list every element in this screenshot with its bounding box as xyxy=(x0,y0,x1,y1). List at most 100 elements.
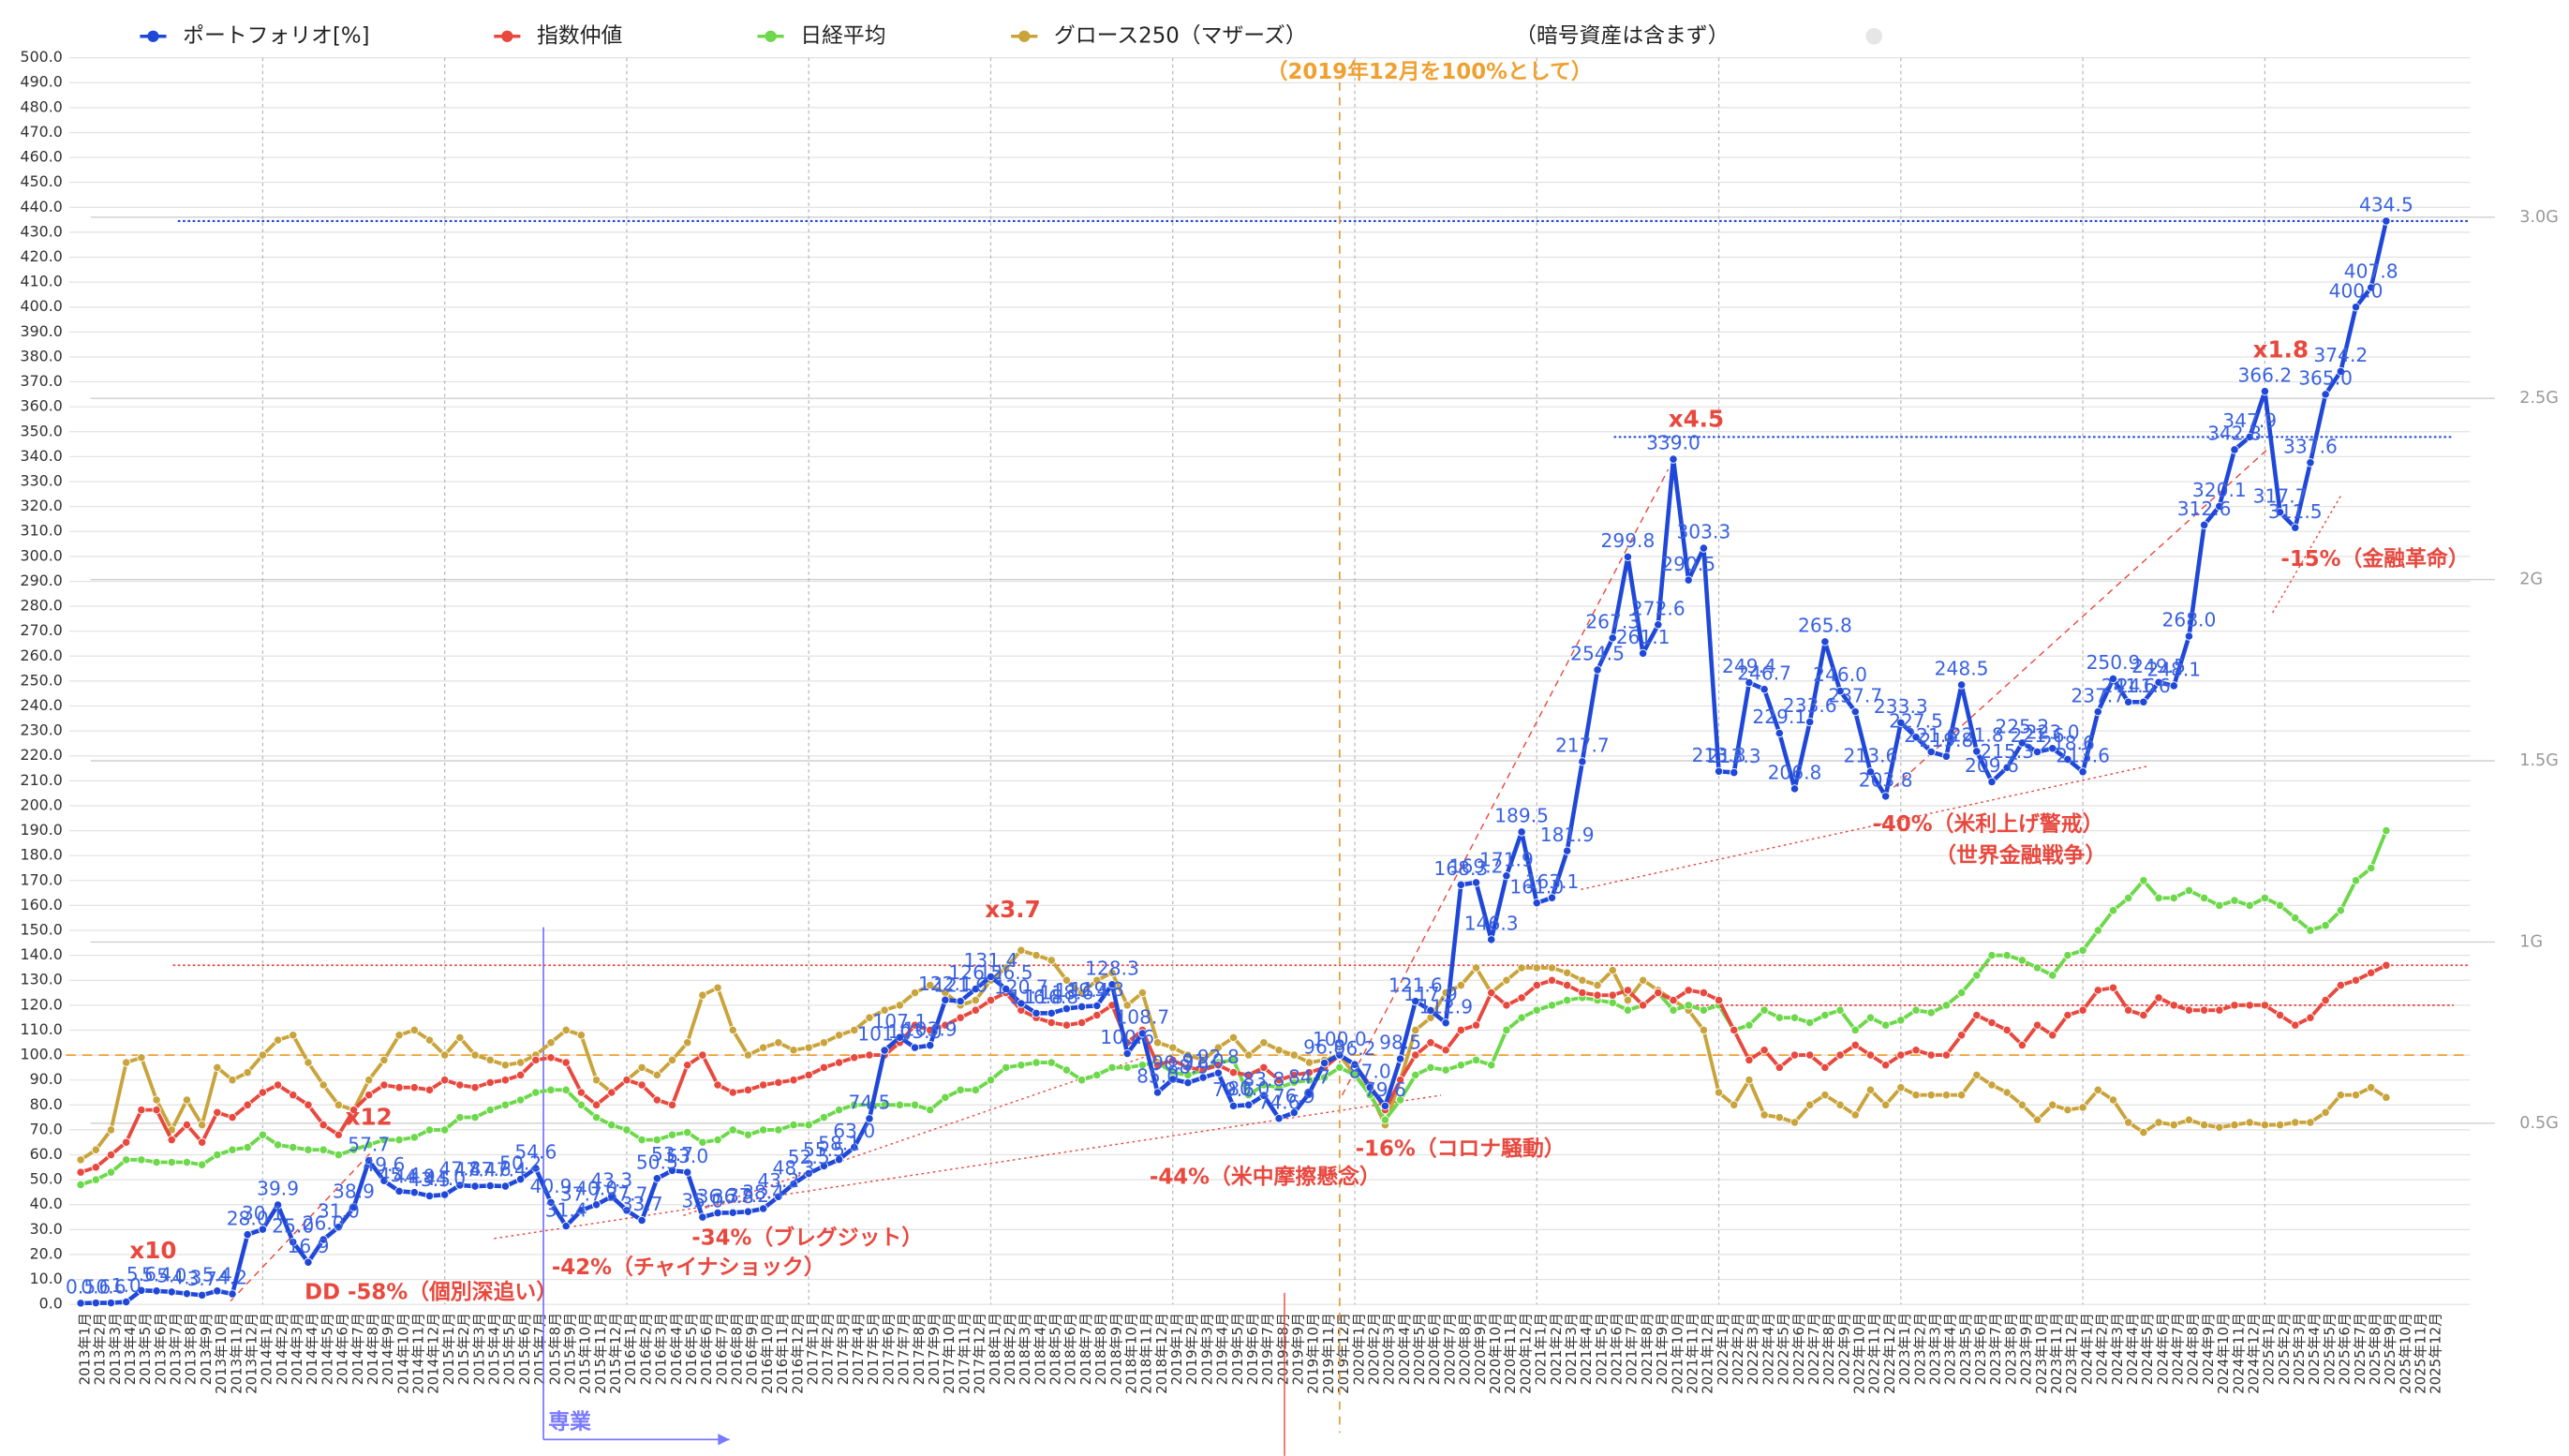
data-point xyxy=(880,1046,889,1055)
data-point xyxy=(2199,893,2209,903)
data-point xyxy=(319,1145,328,1154)
data-point xyxy=(622,1125,631,1135)
data-point xyxy=(470,1181,480,1191)
x-tick-label: 2016年5月 xyxy=(683,1313,700,1385)
data-point xyxy=(213,1062,222,1073)
data-point xyxy=(364,1140,374,1150)
data-label: 4.3 xyxy=(171,1266,201,1288)
data-point xyxy=(2063,1105,2072,1115)
data-point xyxy=(1002,984,1011,994)
data-point xyxy=(789,1046,798,1055)
x-tick-label: 2022年9月 xyxy=(1835,1313,1852,1385)
data-point xyxy=(1122,1048,1132,1059)
data-label: 44.9 xyxy=(394,1165,436,1187)
data-point xyxy=(2321,921,2330,930)
x-tick-label: 2015年2月 xyxy=(455,1313,472,1385)
x-tick-label: 2023年4月 xyxy=(1942,1313,1959,1385)
data-label: 76.9 xyxy=(1273,1085,1315,1107)
x-tick-label: 2020年6月 xyxy=(1426,1313,1443,1385)
data-point xyxy=(197,1120,207,1130)
data-point xyxy=(1092,975,1102,985)
x-tick-label: 2014年3月 xyxy=(289,1313,305,1385)
data-point xyxy=(789,1180,798,1189)
y2-tick-label: 2G xyxy=(2519,571,2543,589)
x-tick-label: 2016年1月 xyxy=(622,1313,639,1385)
data-point xyxy=(197,1160,207,1169)
data-point xyxy=(1137,1061,1148,1070)
data-label: 53.7 xyxy=(651,1143,693,1166)
data-point xyxy=(804,1120,813,1130)
data-point xyxy=(728,1125,737,1135)
x-tick-label: 2024年2月 xyxy=(2094,1313,2111,1385)
data-point xyxy=(1669,1005,1678,1015)
x-tick-label: 2018年5月 xyxy=(1047,1313,1064,1385)
x-tick-label: 2016年6月 xyxy=(698,1313,715,1385)
data-point xyxy=(971,1005,980,1015)
data-point xyxy=(243,1100,252,1109)
data-point xyxy=(1077,1002,1087,1012)
x-tick-label: 2021年11月 xyxy=(1684,1313,1700,1394)
data-label: 189.5 xyxy=(1494,805,1549,827)
data-point xyxy=(865,1050,874,1060)
data-point xyxy=(1972,971,1982,980)
data-point xyxy=(774,1125,783,1135)
data-point xyxy=(1941,1050,1952,1060)
data-point xyxy=(1213,1043,1223,1052)
data-point xyxy=(2306,1013,2315,1022)
data-point xyxy=(1304,1089,1314,1098)
y-tick-label: 100.0 xyxy=(21,1046,63,1063)
data-point xyxy=(2245,1118,2254,1127)
data-point xyxy=(1608,990,1617,1000)
data-point xyxy=(273,1080,283,1090)
data-point xyxy=(2093,706,2102,717)
data-label: 48.3 xyxy=(773,1156,815,1179)
x-tick-label: 2024年5月 xyxy=(2139,1313,2156,1385)
data-label: 249.5 xyxy=(2131,655,2186,677)
data-point xyxy=(197,1137,207,1147)
data-point xyxy=(304,1145,313,1154)
data-point xyxy=(683,1127,692,1137)
data-point xyxy=(1259,1080,1269,1090)
data-label: 103.9 xyxy=(903,1018,958,1040)
annotation: DD -58%（個別深追い） xyxy=(304,1279,557,1304)
data-label: 290.5 xyxy=(1661,553,1715,575)
x-tick-label: 2025年2月 xyxy=(2276,1313,2293,1385)
data-point xyxy=(1563,968,1572,977)
data-point xyxy=(1956,1031,1967,1040)
y-tick-label: 20.0 xyxy=(30,1244,63,1262)
data-point xyxy=(1623,986,1633,995)
data-label: 215.3 xyxy=(1980,740,2034,763)
x-tick-label: 2019年5月 xyxy=(1229,1313,1246,1385)
x-tick-label: 2025年5月 xyxy=(2321,1313,2338,1385)
y-tick-label: 330.0 xyxy=(21,472,63,490)
data-label: 50.2 xyxy=(499,1151,542,1174)
data-point xyxy=(2351,1090,2361,1100)
data-point xyxy=(1820,637,1830,646)
data-label: 90.3 xyxy=(1151,1052,1194,1075)
data-point xyxy=(2336,906,2345,915)
x-tick-label: 2020年8月 xyxy=(1457,1313,1474,1385)
data-label: 171.9 xyxy=(1479,848,1534,870)
data-label: 101.9 xyxy=(857,1023,912,1046)
data-label: 92.8 xyxy=(1197,1046,1240,1068)
data-point xyxy=(243,1068,252,1077)
x-tick-label: 2015年1月 xyxy=(440,1313,457,1385)
data-point xyxy=(2230,1001,2239,1010)
data-point xyxy=(2078,767,2087,777)
data-point xyxy=(1865,1013,1876,1022)
data-point xyxy=(789,1076,798,1085)
data-point xyxy=(1289,1070,1299,1080)
data-point xyxy=(1699,1025,1709,1035)
data-point xyxy=(1880,792,1891,801)
data-point xyxy=(2275,508,2285,517)
x-tick-label: 2013年12月 xyxy=(243,1313,260,1394)
data-point xyxy=(1789,1050,1800,1060)
trend-line xyxy=(1581,765,2149,890)
data-point xyxy=(1941,1001,1952,1010)
data-point xyxy=(1032,950,1041,960)
data-point xyxy=(2351,303,2361,312)
data-point xyxy=(455,1181,465,1190)
x-tick-label: 2018年4月 xyxy=(1032,1313,1048,1385)
data-point xyxy=(1669,454,1678,464)
data-point xyxy=(2154,677,2163,687)
